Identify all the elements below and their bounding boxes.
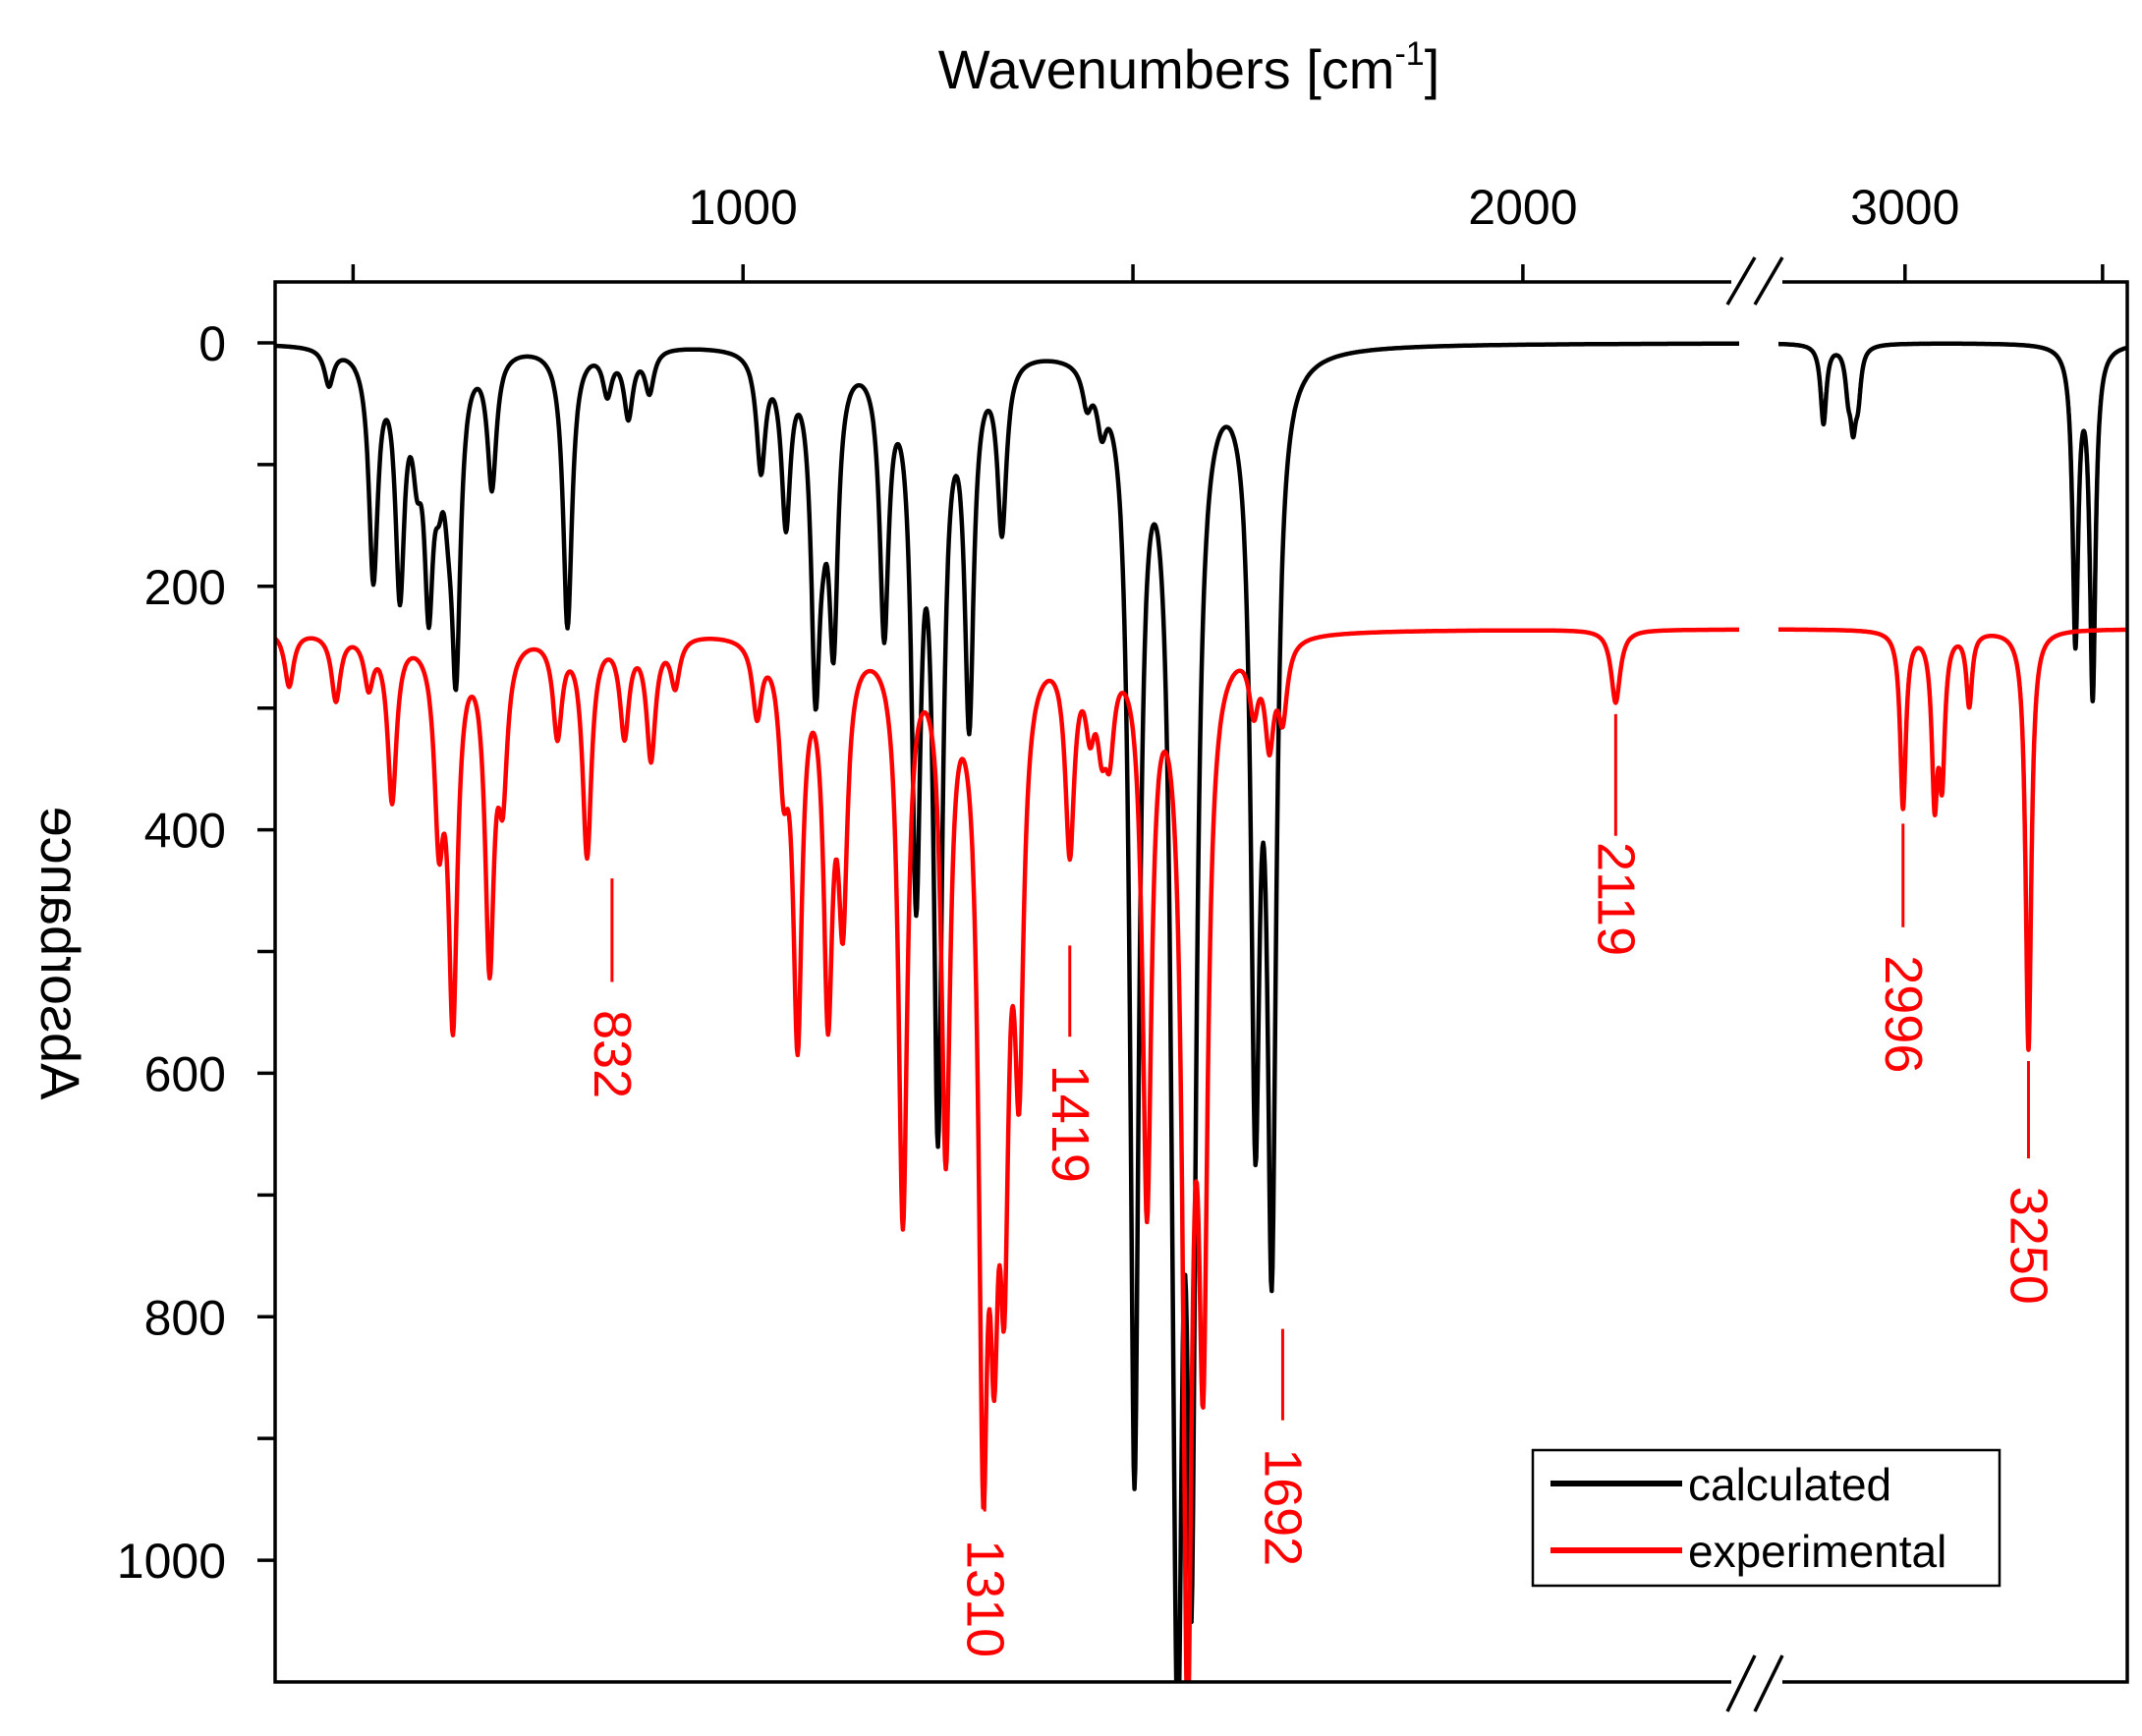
annotations-layer: 832 1310 1419 1692 2119 2996 3250 bbox=[583, 713, 2057, 1657]
y-axis-title: Absorbance bbox=[29, 807, 91, 1100]
peak-annotation-1692: 1692 bbox=[1253, 1328, 1312, 1566]
peak-annotation-2996: 2996 bbox=[1874, 823, 1933, 1073]
peak-label-1419: 1419 bbox=[1041, 1065, 1099, 1183]
y-tick-label-600: 600 bbox=[144, 1046, 226, 1101]
legend: calculated experimental bbox=[1531, 1448, 2001, 1588]
x-axis-title: Wavenumbers [cm-1] bbox=[938, 35, 1440, 100]
x-tick-label-2000: 2000 bbox=[1468, 180, 1577, 235]
peak-annotation-2119: 2119 bbox=[1586, 713, 1645, 956]
peak-label-1310: 1310 bbox=[955, 1540, 1014, 1657]
x-axis-break-top bbox=[1725, 256, 1784, 306]
series-calculated-segment-2 bbox=[1755, 341, 2127, 703]
peak-annotation-1310: 1310 bbox=[955, 1420, 1014, 1657]
y-tick-label-200: 200 bbox=[144, 560, 226, 615]
peak-label-2119: 2119 bbox=[1586, 842, 1645, 956]
legend-label-experimental: experimental bbox=[1688, 1526, 1946, 1577]
axes-layer: 1000 2000 3000 0 200 400 600 800 1000 bbox=[117, 180, 2105, 1589]
peak-label-2996: 2996 bbox=[1874, 955, 1933, 1073]
peak-label-3250: 3250 bbox=[1999, 1187, 2057, 1305]
series-calculated bbox=[275, 341, 2127, 1682]
legend-box bbox=[1531, 1448, 2001, 1588]
y-tick-label-800: 800 bbox=[144, 1290, 226, 1345]
x-tick-label-1000: 1000 bbox=[689, 180, 798, 235]
series-experimental bbox=[275, 627, 2127, 1682]
y-tick-label-1000: 1000 bbox=[117, 1534, 226, 1589]
y-tick-label-400: 400 bbox=[144, 804, 226, 859]
series-experimental-segment-2 bbox=[1755, 627, 2127, 1052]
plot-frame bbox=[273, 280, 2129, 1684]
peak-annotation-832: 832 bbox=[583, 878, 642, 1098]
series-experimental-segment-1 bbox=[275, 627, 1759, 1682]
x-tick-label-3000: 3000 bbox=[1850, 180, 1959, 235]
series-calculated-segment-1 bbox=[275, 341, 1759, 1682]
legend-label-calculated: calculated bbox=[1688, 1459, 1891, 1510]
y-tick-label-0: 0 bbox=[198, 316, 226, 371]
axis-break-gap-red-series bbox=[1739, 624, 1778, 673]
series-layer bbox=[275, 341, 2127, 1682]
peak-annotation-3250: 3250 bbox=[1999, 1061, 2057, 1305]
peak-label-1692: 1692 bbox=[1253, 1448, 1312, 1566]
axis-break-gap-top-series bbox=[1739, 324, 1778, 383]
x-axis-break-bottom bbox=[1725, 1654, 1784, 1712]
peak-annotation-1419: 1419 bbox=[1041, 945, 1099, 1183]
peak-label-832: 832 bbox=[583, 1010, 642, 1098]
